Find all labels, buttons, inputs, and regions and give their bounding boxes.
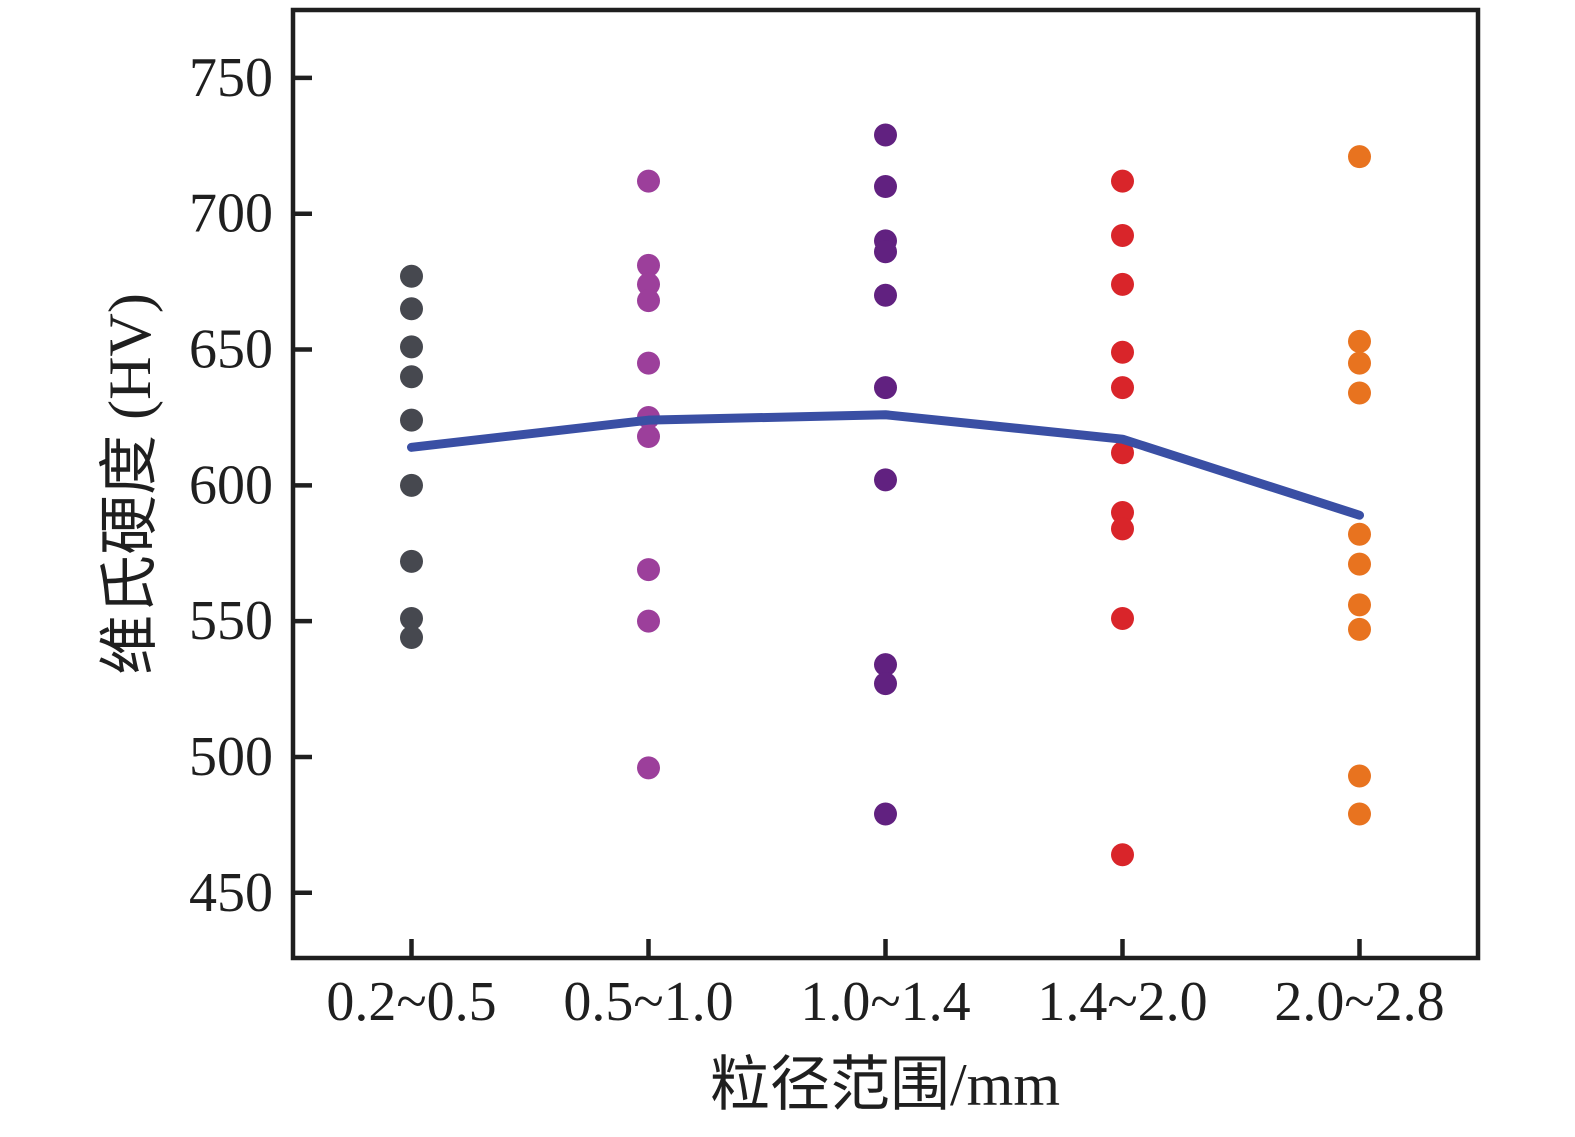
y-tick-label: 650 — [189, 319, 273, 381]
x-axis: 0.2~0.5 0.5~1.0 1.0~1.4 1.4~2.0 2.0~2.8 — [326, 939, 1445, 1033]
data-point — [1348, 522, 1371, 546]
data-point — [874, 240, 897, 264]
data-point — [874, 653, 897, 677]
data-point — [400, 408, 423, 432]
data-point — [874, 283, 897, 307]
y-axis: 450 500 550 600 650 700 750 — [189, 47, 312, 924]
data-point — [400, 297, 423, 321]
data-point — [1348, 329, 1371, 353]
x-tick-label: 1.0~1.4 — [800, 971, 970, 1033]
data-point — [1348, 764, 1371, 788]
data-point — [400, 625, 423, 649]
data-point — [874, 175, 897, 199]
data-point — [874, 468, 897, 492]
x-tick-label: 1.4~2.0 — [1037, 971, 1207, 1033]
data-point — [400, 365, 423, 389]
data-point — [400, 335, 423, 359]
x-axis-title: 粒径范围/mm — [710, 1052, 1060, 1118]
data-point — [400, 264, 423, 288]
y-tick-label: 600 — [189, 454, 273, 516]
data-point — [874, 802, 897, 826]
data-point — [1348, 351, 1371, 375]
data-point — [1348, 617, 1371, 641]
y-tick-label: 700 — [189, 183, 273, 245]
data-point — [1111, 606, 1134, 630]
data-point — [1111, 169, 1134, 193]
data-point — [1111, 340, 1134, 364]
data-point — [400, 549, 423, 573]
x-tick-label: 2.0~2.8 — [1274, 971, 1444, 1033]
data-point — [637, 558, 660, 582]
data-point — [637, 169, 660, 193]
y-tick-label: 500 — [189, 726, 273, 788]
data-point — [1111, 223, 1134, 247]
mean-line — [407, 410, 1364, 520]
x-tick-label: 0.2~0.5 — [326, 971, 496, 1033]
y-axis-title: 维氏硬度 (HV) — [97, 293, 163, 675]
x-tick-label: 0.5~1.0 — [563, 971, 733, 1033]
data-point — [1348, 145, 1371, 169]
data-point — [1111, 272, 1134, 296]
data-point — [874, 123, 897, 147]
data-point — [874, 672, 897, 696]
data-point — [637, 253, 660, 277]
data-point — [1111, 843, 1134, 867]
data-point — [637, 756, 660, 780]
data-point — [637, 424, 660, 448]
data-point — [637, 609, 660, 633]
data-point — [1348, 593, 1371, 617]
y-tick-label: 450 — [189, 862, 273, 924]
data-point — [637, 289, 660, 313]
data-point — [874, 376, 897, 400]
data-point — [1111, 501, 1134, 525]
y-tick-label: 550 — [189, 590, 273, 652]
data-point — [1111, 517, 1134, 541]
data-point — [1111, 376, 1134, 400]
data-point — [1348, 802, 1371, 826]
data-point — [637, 272, 660, 296]
data-point — [1348, 381, 1371, 405]
data-point — [400, 473, 423, 497]
data-point — [637, 351, 660, 375]
data-point — [400, 606, 423, 630]
y-tick-label: 750 — [189, 47, 273, 109]
scatter-points — [400, 123, 1371, 867]
data-point — [1111, 441, 1134, 465]
data-point — [1348, 552, 1371, 576]
